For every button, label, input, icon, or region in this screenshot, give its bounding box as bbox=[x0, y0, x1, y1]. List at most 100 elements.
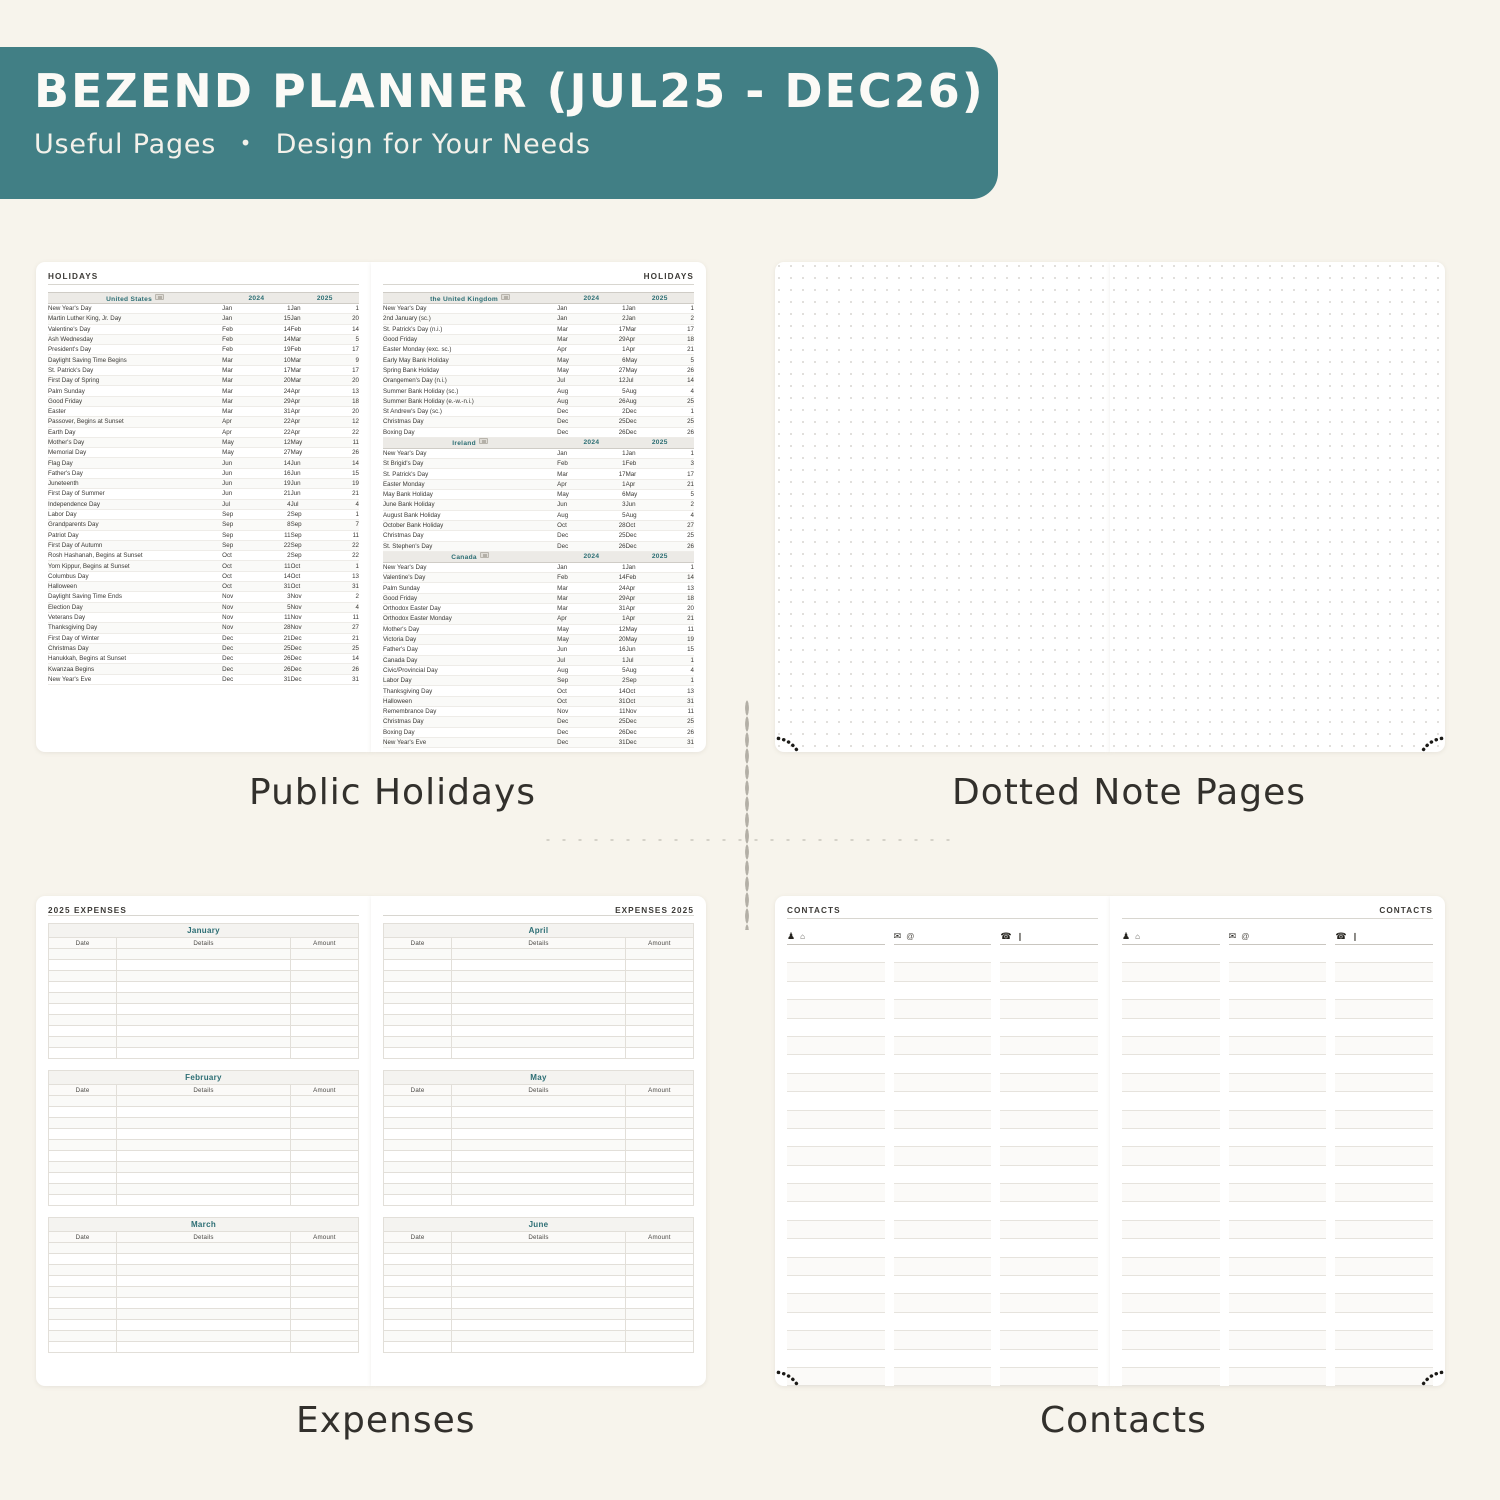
contacts-entry-line[interactable] bbox=[1000, 1092, 1099, 1111]
contacts-entry-line[interactable] bbox=[1228, 1202, 1327, 1221]
contacts-entry-line[interactable] bbox=[1122, 1110, 1220, 1129]
contacts-entry-line[interactable] bbox=[787, 1019, 885, 1037]
contacts-entry-line[interactable] bbox=[1122, 1055, 1220, 1074]
expense-entry-row[interactable] bbox=[47, 1286, 360, 1298]
expense-entry-row[interactable] bbox=[382, 1128, 695, 1140]
expense-date-cell[interactable] bbox=[382, 1095, 453, 1107]
contacts-entry-line[interactable] bbox=[1335, 1367, 1434, 1386]
expense-date-cell[interactable] bbox=[47, 1106, 118, 1118]
expense-entry-row[interactable] bbox=[382, 1139, 695, 1151]
expense-entry-row[interactable] bbox=[47, 1194, 360, 1206]
expense-date-cell[interactable] bbox=[382, 1330, 453, 1342]
expense-date-cell[interactable] bbox=[47, 1308, 118, 1320]
expense-date-cell[interactable] bbox=[382, 1308, 453, 1320]
expense-amount-cell[interactable] bbox=[289, 1025, 360, 1037]
expense-entry-row[interactable] bbox=[47, 1264, 360, 1276]
expense-amount-cell[interactable] bbox=[289, 1253, 360, 1265]
expense-entry-row[interactable] bbox=[382, 1025, 695, 1037]
contacts-entry-line[interactable] bbox=[893, 1239, 992, 1258]
expense-entry-row[interactable] bbox=[382, 1341, 695, 1353]
expense-amount-cell[interactable] bbox=[624, 1253, 695, 1265]
expense-entry-row[interactable] bbox=[382, 1106, 695, 1118]
contacts-entry-line[interactable] bbox=[1000, 1202, 1099, 1221]
expense-amount-cell[interactable] bbox=[289, 1341, 360, 1353]
expense-details-cell[interactable] bbox=[451, 1139, 626, 1151]
contacts-entry-line[interactable] bbox=[1228, 1147, 1327, 1166]
expense-date-cell[interactable] bbox=[382, 1047, 453, 1059]
expense-details-cell[interactable] bbox=[116, 1330, 291, 1342]
expense-amount-cell[interactable] bbox=[624, 1047, 695, 1059]
expense-date-cell[interactable] bbox=[47, 981, 118, 993]
expense-date-cell[interactable] bbox=[47, 1172, 118, 1184]
contacts-entry-line[interactable] bbox=[1122, 1331, 1220, 1350]
contacts-entry-line[interactable] bbox=[1335, 1239, 1434, 1258]
expense-details-cell[interactable] bbox=[116, 1150, 291, 1162]
contacts-entry-line[interactable] bbox=[1000, 1129, 1099, 1148]
expense-details-cell[interactable] bbox=[116, 992, 291, 1004]
contacts-entry-line[interactable] bbox=[1228, 1276, 1327, 1295]
contacts-entry-line[interactable] bbox=[1335, 1073, 1434, 1093]
contacts-entry-line[interactable] bbox=[1335, 1166, 1434, 1185]
expense-details-cell[interactable] bbox=[116, 970, 291, 982]
contacts-entry-line[interactable] bbox=[1122, 1276, 1220, 1295]
expense-amount-cell[interactable] bbox=[289, 1036, 360, 1048]
expense-entry-row[interactable] bbox=[382, 1242, 695, 1254]
expense-amount-cell[interactable] bbox=[289, 948, 360, 960]
contacts-entry-line[interactable] bbox=[1335, 1055, 1434, 1074]
contacts-entry-line[interactable] bbox=[1000, 1276, 1099, 1295]
expense-details-cell[interactable] bbox=[451, 1286, 626, 1298]
expense-date-cell[interactable] bbox=[47, 1297, 118, 1309]
expense-entry-row[interactable] bbox=[47, 1161, 360, 1173]
contacts-entry-line[interactable] bbox=[787, 1147, 885, 1166]
contacts-entry-line[interactable] bbox=[1228, 1239, 1327, 1258]
expense-date-cell[interactable] bbox=[47, 1003, 118, 1015]
contacts-entry-line[interactable] bbox=[1122, 1184, 1220, 1203]
contacts-entry-line[interactable] bbox=[787, 1239, 885, 1258]
contacts-entry-line[interactable] bbox=[787, 1036, 885, 1056]
expense-details-cell[interactable] bbox=[116, 1286, 291, 1298]
contacts-entry-line[interactable] bbox=[1228, 1220, 1327, 1240]
expense-details-cell[interactable] bbox=[116, 1319, 291, 1331]
expense-details-cell[interactable] bbox=[451, 948, 626, 960]
expense-date-cell[interactable] bbox=[382, 1036, 453, 1048]
contacts-entry-line[interactable] bbox=[1228, 1073, 1327, 1093]
contacts-entry-line[interactable] bbox=[1335, 1184, 1434, 1203]
expense-amount-cell[interactable] bbox=[624, 1025, 695, 1037]
contacts-entry-line[interactable] bbox=[1335, 945, 1434, 964]
expense-details-cell[interactable] bbox=[451, 1047, 626, 1059]
expense-details-cell[interactable] bbox=[451, 1297, 626, 1309]
contacts-entry-line[interactable] bbox=[1228, 1019, 1327, 1037]
expense-date-cell[interactable] bbox=[382, 1183, 453, 1195]
expense-entry-row[interactable] bbox=[47, 1319, 360, 1331]
expense-date-cell[interactable] bbox=[382, 1150, 453, 1162]
expense-amount-cell[interactable] bbox=[289, 970, 360, 982]
contacts-entry-line[interactable] bbox=[1000, 1019, 1099, 1037]
expense-entry-row[interactable] bbox=[47, 1330, 360, 1342]
contacts-entry-line[interactable] bbox=[1000, 1184, 1099, 1203]
expense-date-cell[interactable] bbox=[382, 1172, 453, 1184]
expense-details-cell[interactable] bbox=[116, 1139, 291, 1151]
expense-entry-row[interactable] bbox=[47, 981, 360, 993]
expense-details-cell[interactable] bbox=[451, 959, 626, 971]
contacts-entry-line[interactable] bbox=[1228, 1055, 1327, 1074]
contacts-entry-line[interactable] bbox=[1000, 1166, 1099, 1185]
expense-details-cell[interactable] bbox=[116, 1014, 291, 1026]
contacts-entry-line[interactable] bbox=[1335, 1019, 1434, 1037]
contacts-entry-line[interactable] bbox=[1122, 1036, 1220, 1056]
expense-details-cell[interactable] bbox=[451, 970, 626, 982]
expense-amount-cell[interactable] bbox=[624, 948, 695, 960]
contacts-entry-line[interactable] bbox=[1228, 1367, 1327, 1386]
expense-details-cell[interactable] bbox=[116, 1025, 291, 1037]
expense-amount-cell[interactable] bbox=[624, 1264, 695, 1276]
contacts-entry-line[interactable] bbox=[1000, 1239, 1099, 1258]
expense-date-cell[interactable] bbox=[47, 1036, 118, 1048]
contacts-entry-line[interactable] bbox=[1335, 1129, 1434, 1148]
expense-date-cell[interactable] bbox=[382, 1242, 453, 1254]
expense-date-cell[interactable] bbox=[47, 970, 118, 982]
expense-amount-cell[interactable] bbox=[289, 1128, 360, 1140]
expense-amount-cell[interactable] bbox=[624, 1183, 695, 1195]
expense-amount-cell[interactable] bbox=[624, 1128, 695, 1140]
expense-amount-cell[interactable] bbox=[289, 1183, 360, 1195]
contacts-entry-line[interactable] bbox=[893, 1073, 992, 1093]
expense-entry-row[interactable] bbox=[47, 1308, 360, 1320]
